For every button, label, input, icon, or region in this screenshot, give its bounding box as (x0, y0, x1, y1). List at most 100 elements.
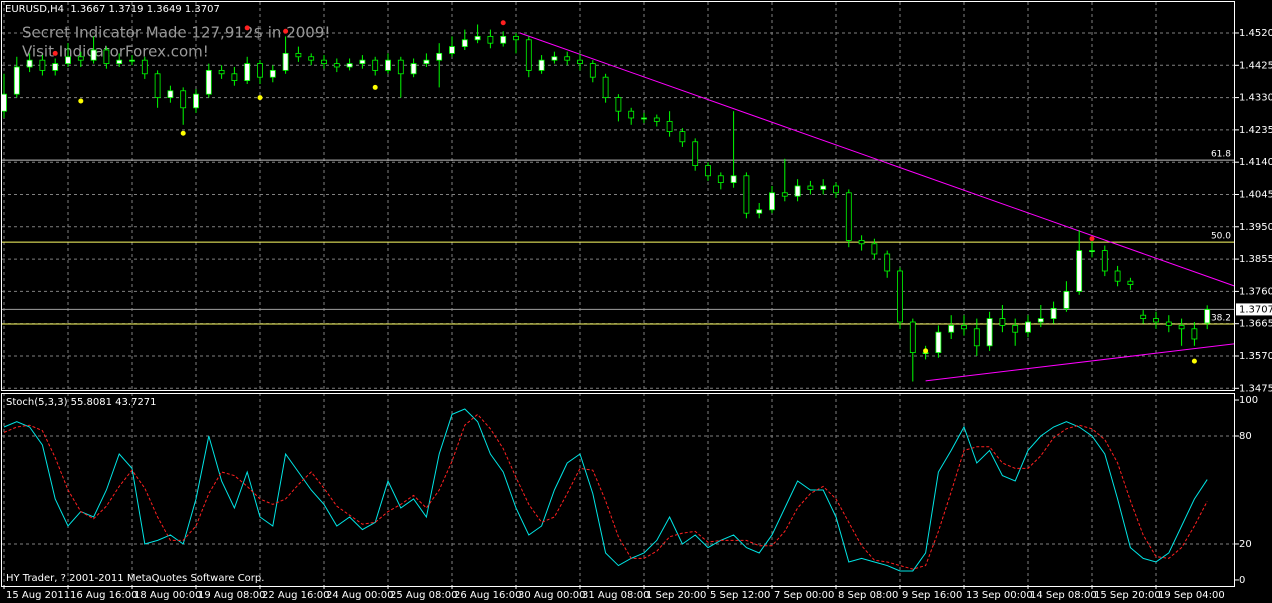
x-tick-label: 15 Aug 2011 (6, 590, 70, 601)
candle-body (961, 324, 967, 330)
candle-body (1063, 290, 1070, 309)
fractal-dot (257, 95, 263, 101)
price-panel-border (1, 1, 1235, 391)
candle-body (833, 185, 839, 194)
candle-body (564, 56, 571, 61)
y-tick-label: 1.4425 (1239, 60, 1272, 71)
indicator-label: Stoch(5,3,3) 55.8081 43.7271 (6, 397, 157, 408)
candle-body (423, 59, 430, 64)
fractal-dot (52, 50, 58, 56)
fractal-dot (500, 20, 506, 26)
candle-body (820, 185, 827, 190)
candle-body (717, 175, 724, 183)
candle-body (487, 35, 494, 44)
y-tick-label: 20 (1239, 539, 1252, 550)
candle-body (116, 59, 123, 64)
x-tick-label: 22 Aug 16:00 (262, 590, 329, 601)
candle-body (436, 52, 443, 61)
candle-body (692, 141, 699, 166)
y-tick-label: 80 (1239, 431, 1252, 442)
candle-body (705, 165, 711, 177)
x-tick-label: 15 Sep 20:00 (1094, 590, 1161, 601)
y-tick-label: 1.4235 (1239, 125, 1272, 136)
chart-header: EURUSD,H4 1.3667 1.3719 1.3649 1.3707 (5, 4, 220, 15)
y-tick-label: 1.3665 (1239, 319, 1272, 330)
candle-body (1153, 318, 1159, 323)
x-tick-label: 1 Sep 20:00 (646, 590, 706, 601)
candle-body (948, 324, 955, 333)
candle-body (321, 59, 327, 64)
candle-body (1, 93, 7, 112)
candle-body (180, 90, 187, 109)
fractal-dot (180, 130, 186, 136)
candle-body (231, 73, 238, 81)
y-tick-label: 0 (1239, 575, 1245, 586)
candle-body (577, 59, 583, 64)
current-price-box (1236, 303, 1272, 316)
fractal-dot (283, 28, 289, 34)
fib-label: 38.2 (1211, 314, 1231, 324)
candle-body (103, 49, 110, 64)
candle-body (897, 270, 903, 323)
y-tick-label: 1.4140 (1239, 157, 1272, 168)
y-tick-label: 1.3950 (1239, 222, 1272, 233)
candle-body (538, 59, 545, 71)
candle-body (1050, 307, 1057, 319)
candle-body (1037, 318, 1044, 323)
candle-body (205, 69, 212, 95)
x-tick-label: 19 Sep 04:00 (1158, 590, 1225, 601)
fib-label: 61.8 (1211, 150, 1231, 160)
y-tick-label: 1.3760 (1239, 286, 1272, 297)
candle-body (1089, 250, 1095, 252)
x-tick-label: 14 Sep 08:00 (1030, 590, 1097, 601)
y-tick-label: 1.4330 (1239, 93, 1272, 104)
candle-body (129, 59, 135, 62)
candle-body (13, 66, 20, 95)
copyright: HY Trader, ? 2001-2011 MetaQuotes Softwa… (6, 573, 264, 584)
x-tick-label: 19 Aug 08:00 (198, 590, 265, 601)
candle-body (743, 175, 750, 214)
x-tick-label: 5 Sep 12:00 (710, 590, 770, 601)
candle-body (1204, 309, 1211, 324)
candle-body (1178, 324, 1185, 330)
y-tick-label: 1.3475 (1239, 383, 1272, 394)
candle-body (513, 35, 519, 41)
candle-body (1012, 324, 1019, 333)
fractal-dot (372, 84, 378, 90)
x-tick-label: 13 Sep 00:00 (966, 590, 1033, 601)
x-tick-label: 26 Aug 16:00 (454, 590, 521, 601)
candle-body (1127, 280, 1134, 285)
candle-body (26, 59, 33, 68)
candle-body (295, 52, 302, 58)
trendline (519, 32, 1235, 287)
candle-body (90, 49, 97, 61)
candle-body (52, 63, 59, 71)
candle-body (397, 59, 404, 75)
indicator-panel-border (1, 393, 1235, 587)
candle-body (218, 69, 225, 75)
candle-body (973, 328, 980, 347)
candle-body (65, 56, 71, 64)
candle-body (999, 318, 1006, 326)
candle-body (385, 59, 391, 71)
x-tick-label: 16 Aug 16:00 (70, 590, 137, 601)
candle-body (589, 63, 596, 78)
x-tick-label: 7 Sep 00:00 (774, 590, 834, 601)
candle-body (653, 117, 660, 122)
candle-body (986, 318, 993, 347)
candle-body (1140, 314, 1147, 319)
candle-body (602, 76, 609, 98)
candle-body (628, 110, 635, 119)
stoch-line (3, 413, 1208, 570)
fractal-dot (244, 25, 250, 31)
candle-body (1076, 250, 1083, 292)
candle-body (769, 192, 775, 211)
candle-body (1165, 321, 1172, 326)
candle-body (807, 185, 814, 190)
fractal-dot (923, 348, 929, 354)
candle-body (1114, 270, 1121, 282)
candle-body (359, 59, 366, 64)
candle-body (679, 131, 686, 143)
